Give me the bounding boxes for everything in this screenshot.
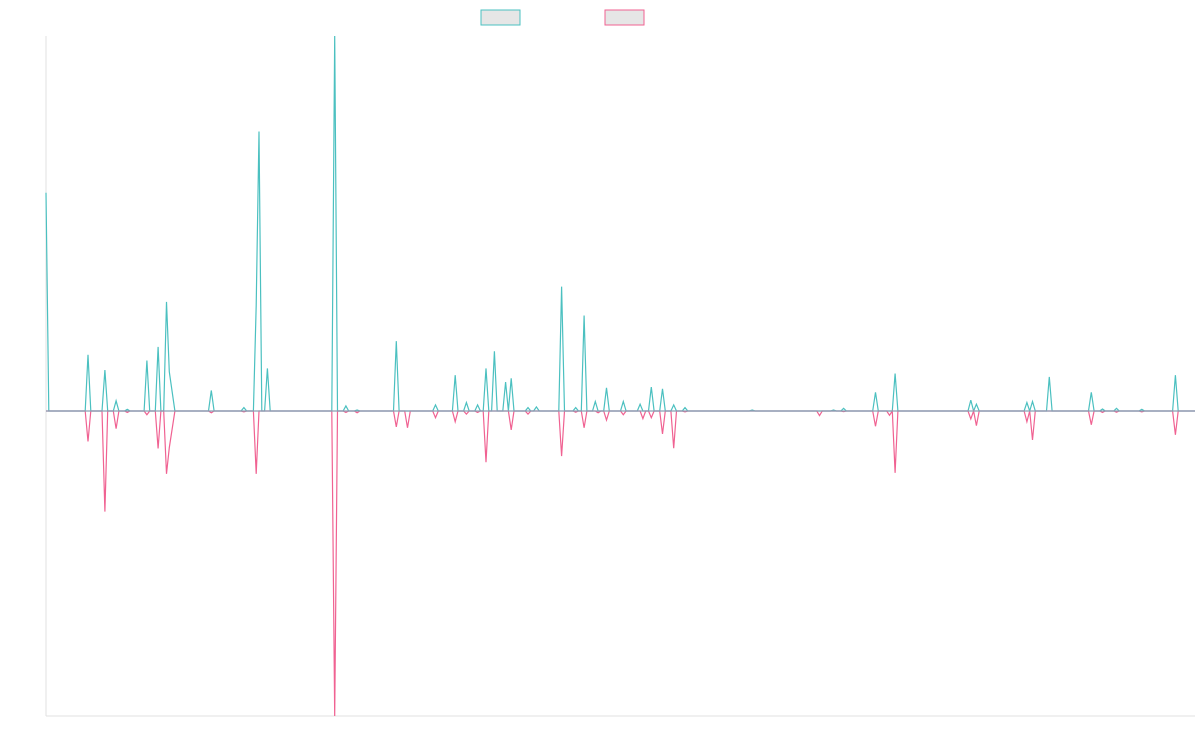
series-line-1[interactable] xyxy=(45,35,1195,414)
series-layer xyxy=(45,35,1195,717)
legend xyxy=(480,9,645,26)
plot-area xyxy=(45,35,1195,717)
legend-swatch-series-2[interactable] xyxy=(604,9,645,26)
series-line-2[interactable] xyxy=(46,408,1195,717)
legend-swatch-series-1[interactable] xyxy=(480,9,521,26)
